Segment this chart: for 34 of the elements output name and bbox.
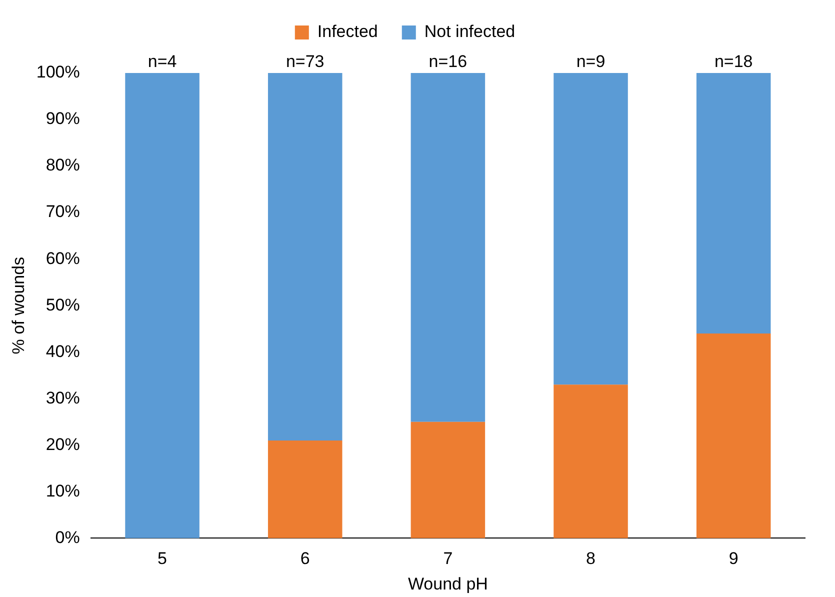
y-tick-label: 100% xyxy=(36,62,80,82)
x-tick-label: 7 xyxy=(443,549,453,568)
bar xyxy=(125,73,200,538)
y-tick-label: 30% xyxy=(46,388,80,408)
annotation: n=16 xyxy=(428,52,468,72)
y-tick-label: 10% xyxy=(46,481,80,500)
x-tick-label: 8 xyxy=(586,549,596,568)
bar xyxy=(410,73,486,422)
x-tick-label: 9 xyxy=(728,549,738,568)
annotation: n=4 xyxy=(148,52,177,72)
bar xyxy=(268,73,342,441)
bar xyxy=(554,73,628,385)
x-axis-title: Wound pH xyxy=(408,574,488,594)
y-tick-label: 0% xyxy=(55,528,80,547)
x-tick-label: 5 xyxy=(158,549,168,568)
legend-label: Not infected xyxy=(424,22,516,42)
y-tick-label: 20% xyxy=(46,434,80,454)
y-tick-label: 60% xyxy=(46,248,80,268)
bar xyxy=(410,422,486,538)
legend-label: Infected xyxy=(317,22,378,42)
y-axis-title: % of wounds xyxy=(8,256,28,354)
x-tick-label: 6 xyxy=(300,549,310,568)
bar xyxy=(554,384,628,538)
y-tick-label: 40% xyxy=(46,342,80,361)
y-tick-label: 90% xyxy=(46,109,80,128)
y-tick-label: 80% xyxy=(46,156,80,175)
bar xyxy=(696,334,771,538)
annotation: n=9 xyxy=(576,52,606,72)
bar xyxy=(696,73,771,334)
y-tick-label: 70% xyxy=(46,202,80,222)
annotation: n=73 xyxy=(286,52,324,72)
y-tick-label: 50% xyxy=(46,295,80,314)
annotation: n=18 xyxy=(714,52,753,72)
bar xyxy=(268,440,342,538)
